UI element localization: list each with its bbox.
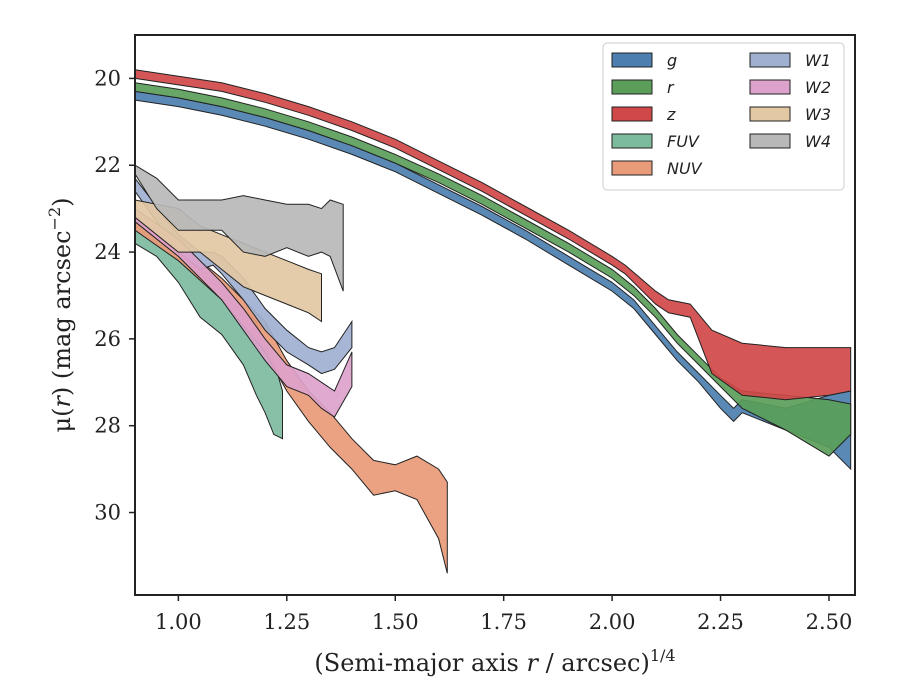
legend-item-w1: W1 [749,51,831,70]
legend-label: z [666,105,676,124]
legend-swatch [749,133,791,149]
legend-label: g [667,51,677,70]
x-axis: 1.00 1.25 1.50 1.75 2.00 2.25 2.50 [155,595,852,634]
x-tick-label: 2.00 [589,610,636,634]
x-tick-label: 1.50 [372,610,419,634]
legend-item-w3: W3 [749,105,831,124]
legend-swatch [611,133,653,149]
legend-item-w2: W2 [749,78,831,97]
series-band-r [135,82,852,457]
legend-swatch [611,160,653,176]
legend-item-r: r [611,78,675,97]
x-tick-label: 2.50 [806,610,853,634]
legend-label: W2 [805,78,831,97]
legend-item-z: z [611,105,676,124]
legend-swatch [611,79,653,95]
x-axis-label: (Semi-major axis r / arcsec)1/4 [314,646,675,677]
y-axis: 20 22 24 26 28 30 [94,66,135,525]
series-layer [135,69,852,574]
y-axis-label: μ(r) (mag arcsec−2) [45,197,76,432]
legend-swatch [749,106,791,122]
legend-swatch [611,106,653,122]
series-band-g [135,90,852,471]
y-tick-label: 26 [94,327,121,351]
legend-label: r [667,78,675,97]
x-tick-label: 1.75 [480,610,527,634]
legend-label: W1 [805,51,831,70]
series-band-w4 [135,164,344,292]
legend-label: W3 [805,105,831,124]
legend-label: FUV [667,132,700,151]
legend-item-fuv: FUV [611,132,700,151]
legend-label: W4 [805,132,831,151]
legend-item-g: g [611,51,677,70]
x-tick-label: 2.25 [697,610,744,634]
plot-frame [134,34,856,596]
y-tick-label: 20 [94,66,121,90]
x-tick-label: 1.25 [263,610,310,634]
legend-swatch [749,52,791,68]
legend: grz FUV NUV W1 W2 W3 W4 [602,42,845,191]
legend-swatch [611,52,653,68]
series-band-z [135,69,852,401]
legend-swatch [749,79,791,95]
y-tick-label: 24 [94,240,121,264]
legend-item-nuv: NUV [611,159,703,178]
x-tick-label: 1.00 [155,610,202,634]
y-tick-label: 30 [94,501,121,525]
y-tick-label: 28 [94,414,121,438]
legend-item-w4: W4 [749,132,831,151]
series-band-w2 [135,207,353,418]
legend-label: NUV [667,159,703,178]
y-tick-label: 22 [94,153,121,177]
